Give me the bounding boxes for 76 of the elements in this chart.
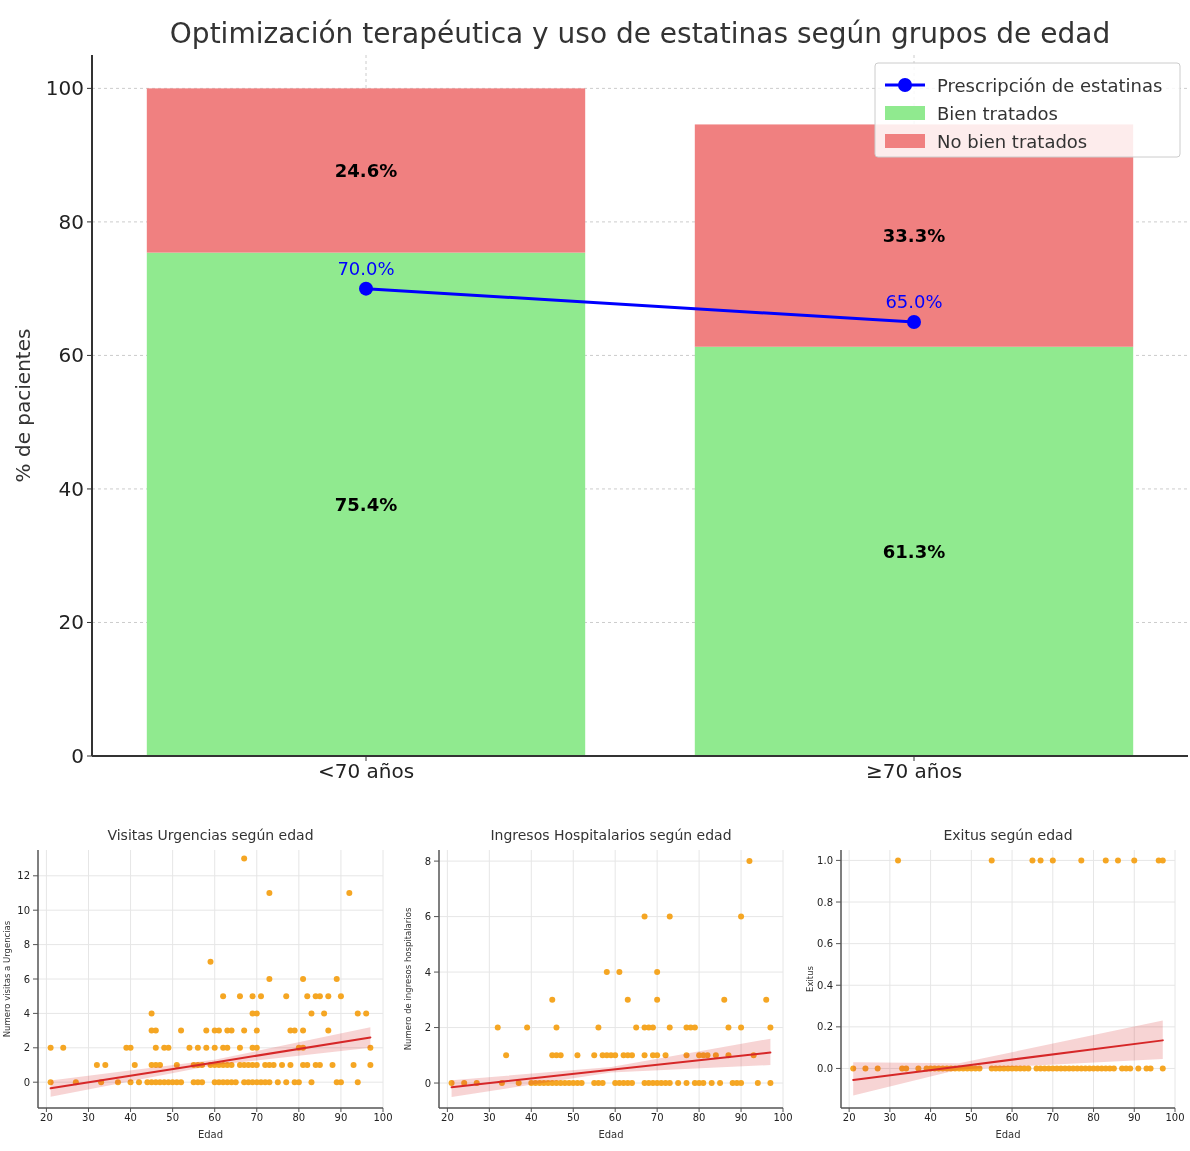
y-tick-label: 80	[58, 209, 84, 234]
chart-title: Ingresos Hospitalarios según edad	[490, 827, 732, 843]
x-tick-label: 80	[1087, 1112, 1100, 1124]
data-label: 61.3%	[882, 540, 946, 562]
legend-label: No bien tratados	[937, 130, 1088, 152]
y-tick-label: 0.8	[817, 896, 833, 908]
bar	[146, 88, 586, 253]
x-axis-title: Edad	[598, 1129, 624, 1140]
x-tick-label: 70	[250, 1112, 264, 1124]
y-tick-label: 0	[23, 1076, 30, 1088]
x-tick-label: 20	[40, 1112, 53, 1124]
y-tick-label: 4	[23, 1007, 30, 1019]
chart-title: Visitas Urgencias según edad	[107, 827, 314, 843]
y-axis-title: Exitus	[805, 965, 815, 992]
x-tick-label: 100	[773, 1112, 793, 1124]
x-tick-label: 90	[1127, 1112, 1141, 1124]
legend-label: Bien tratados	[937, 102, 1058, 124]
x-tick-label: <70 años	[317, 759, 415, 784]
data-label: 70.0%	[337, 257, 395, 279]
y-tick-label: 0.4	[817, 979, 833, 991]
x-tick-label: 50	[166, 1112, 179, 1124]
x-tick-label: 50	[964, 1112, 978, 1124]
x-tick-label: 80	[692, 1112, 706, 1124]
bar	[694, 346, 1134, 756]
x-tick-label: 20	[441, 1112, 454, 1124]
x-tick-label: 90	[334, 1112, 348, 1124]
x-tick-label: ≥70 años	[865, 759, 963, 784]
y-tick-label: 6	[424, 911, 431, 923]
y-tick-label: 2	[424, 1022, 431, 1034]
data-label: 75.4%	[334, 493, 398, 515]
x-axis-title: Edad	[197, 1129, 224, 1140]
y-axis-title: % de pacientes	[11, 328, 35, 483]
x-tick-label: 40	[524, 1112, 538, 1124]
x-tick-label: 30	[883, 1112, 897, 1124]
y-tick-label: 4	[424, 966, 431, 978]
y-tick-label: 0	[424, 1077, 431, 1089]
data-label: 33.3%	[882, 225, 946, 247]
y-tick-label: 1.0	[817, 854, 833, 866]
y-tick-label: 0	[71, 744, 84, 768]
x-axis-title: Edad	[995, 1129, 1021, 1140]
x-tick-label: 70	[1046, 1112, 1060, 1124]
y-axis-title: Numero de ingresos hospitalarios	[403, 907, 413, 1051]
x-tick-label: 70	[650, 1112, 664, 1124]
y-axis-title: Numero visitas a Urgencias	[2, 920, 12, 1038]
x-tick-label: 20	[842, 1112, 856, 1124]
x-tick-label: 60	[1005, 1112, 1019, 1124]
chart-title: Optimización terapéutica y uso de estatinas según grupos de edad	[169, 16, 1111, 50]
x-tick-label: 40	[924, 1112, 937, 1124]
x-tick-label: 30	[482, 1112, 496, 1124]
x-tick-label: 60	[608, 1112, 622, 1124]
data-label: 65.0%	[885, 291, 943, 313]
legend-label: Prescripción de estatinas	[937, 74, 1163, 96]
y-tick-label: 8	[23, 939, 30, 951]
y-tick-label: 100	[45, 76, 84, 101]
chart-title: Exitus según edad	[943, 827, 1073, 843]
bar	[146, 252, 586, 756]
y-tick-label: 6	[23, 973, 30, 985]
y-tick-label: 10	[17, 904, 30, 916]
y-tick-label: 60	[58, 343, 84, 368]
y-tick-label: 20	[58, 610, 84, 635]
y-tick-label: 2	[23, 1042, 30, 1054]
x-tick-label: 90	[734, 1112, 748, 1124]
x-tick-label: 50	[566, 1112, 580, 1124]
y-tick-label: 0.6	[817, 938, 833, 950]
x-tick-label: 40	[124, 1112, 137, 1124]
x-tick-label: 30	[82, 1112, 95, 1124]
y-tick-label: 40	[58, 476, 84, 501]
x-tick-label: 60	[208, 1112, 222, 1124]
y-tick-label: 0.0	[817, 1062, 833, 1074]
data-label: 24.6%	[334, 160, 398, 181]
x-tick-label: 100	[373, 1112, 393, 1124]
y-tick-label: 8	[424, 855, 431, 867]
y-tick-label: 12	[17, 870, 30, 882]
x-tick-label: 80	[292, 1112, 306, 1124]
y-tick-label: 0.2	[817, 1021, 833, 1033]
x-tick-label: 100	[1165, 1112, 1185, 1124]
